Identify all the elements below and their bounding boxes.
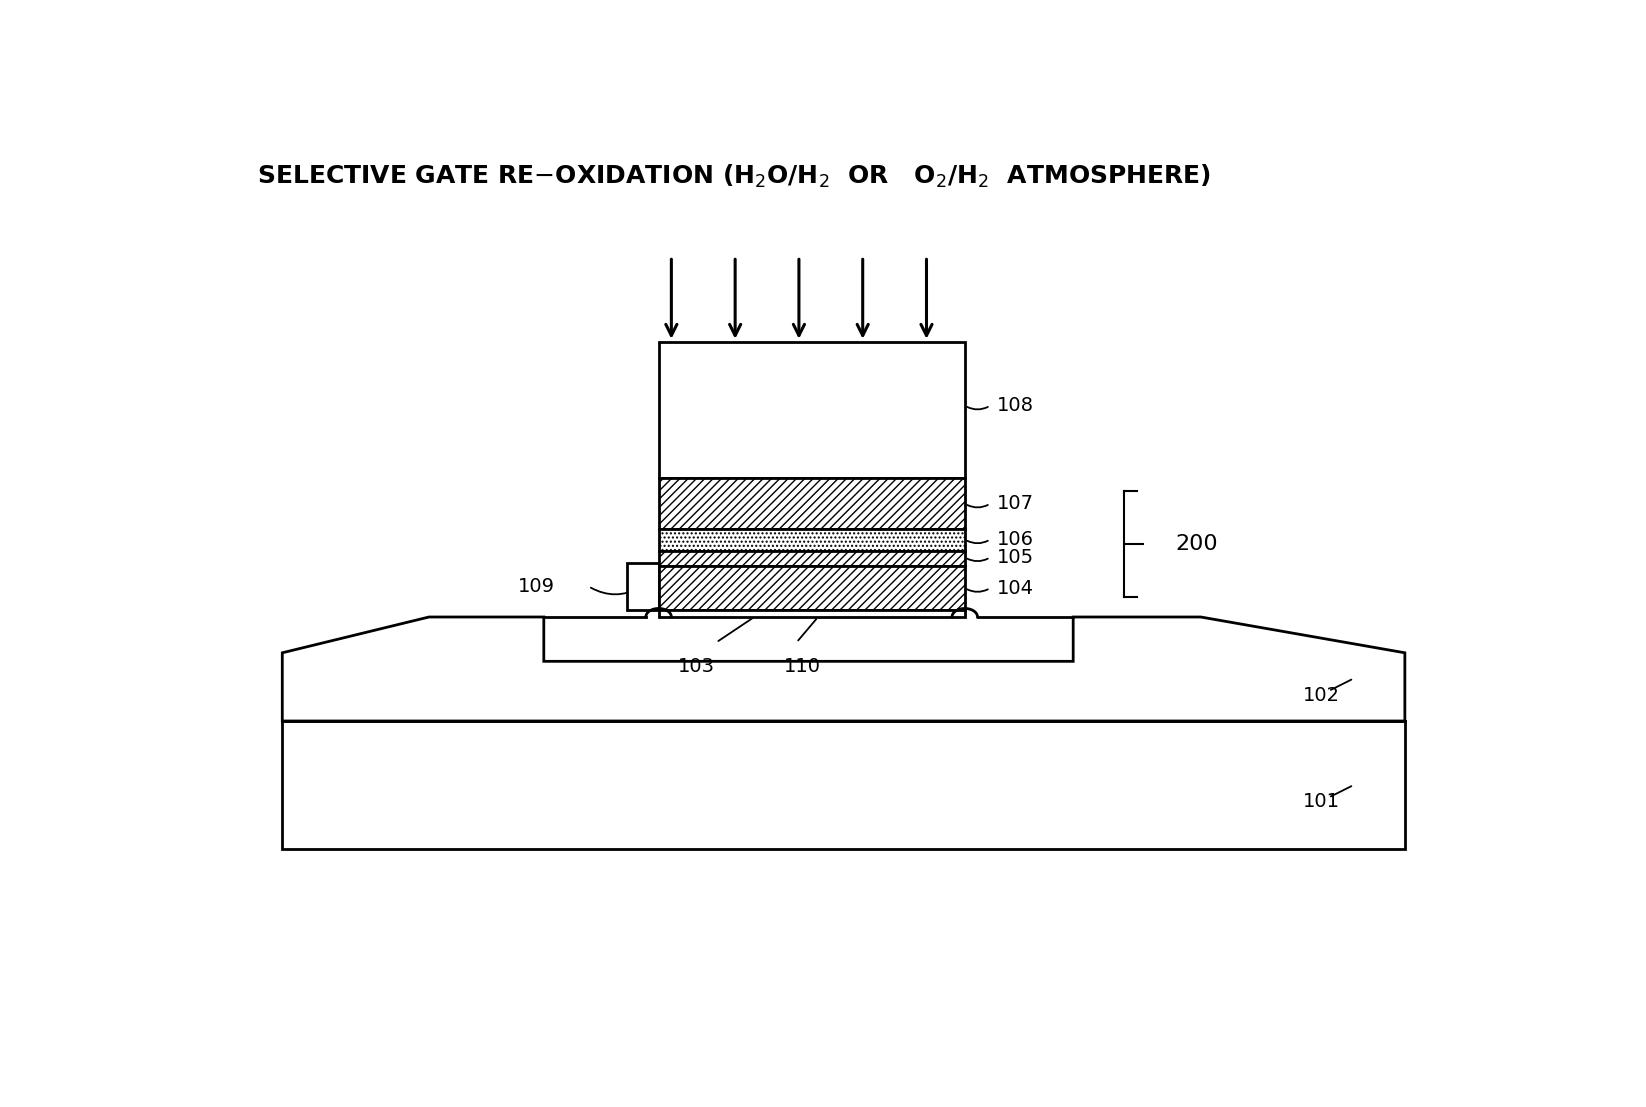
Text: 200: 200 bbox=[1175, 534, 1218, 554]
Text: SELECTIVE GATE RE$-$OXIDATION (H$_2$O/H$_2$  OR   O$_2$/H$_2$  ATMOSPHERE): SELECTIVE GATE RE$-$OXIDATION (H$_2$O/H$… bbox=[257, 163, 1211, 190]
Bar bbox=[658, 550, 965, 566]
Bar bbox=[658, 610, 965, 617]
Text: 109: 109 bbox=[518, 577, 555, 596]
Text: 105: 105 bbox=[996, 548, 1034, 567]
Text: 106: 106 bbox=[996, 530, 1034, 549]
Bar bbox=[283, 721, 1404, 849]
Bar bbox=[658, 342, 965, 478]
Bar bbox=[627, 563, 658, 610]
Bar bbox=[658, 478, 965, 529]
Polygon shape bbox=[283, 617, 1406, 721]
Text: 108: 108 bbox=[996, 396, 1034, 415]
Text: 102: 102 bbox=[1302, 686, 1340, 705]
Text: 104: 104 bbox=[996, 579, 1034, 598]
Text: 103: 103 bbox=[678, 658, 714, 676]
Text: 101: 101 bbox=[1302, 793, 1340, 811]
Bar bbox=[658, 529, 965, 550]
Bar bbox=[658, 566, 965, 610]
Text: 107: 107 bbox=[996, 494, 1034, 514]
Text: 110: 110 bbox=[783, 658, 821, 676]
